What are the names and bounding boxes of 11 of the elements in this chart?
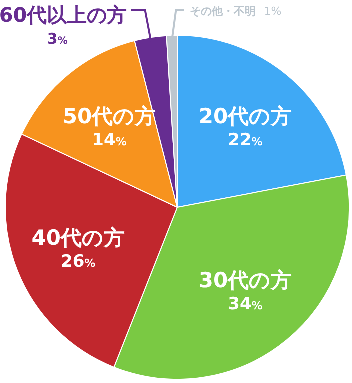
data-label: 3% — [47, 30, 68, 48]
slice-label: 30代の方 — [198, 268, 292, 293]
slice-label: その他・不明 — [190, 5, 256, 18]
slice-label: 40代の方 — [32, 226, 125, 250]
data-label: 26% — [61, 252, 96, 272]
data-label: 22% — [228, 130, 263, 150]
slice-label: 20代の方 — [198, 104, 292, 128]
data-label: 1% — [264, 5, 282, 18]
slice-label: 60代以上の方 — [0, 3, 128, 27]
data-label: 34% — [228, 294, 263, 315]
data-label: 14% — [92, 130, 127, 150]
